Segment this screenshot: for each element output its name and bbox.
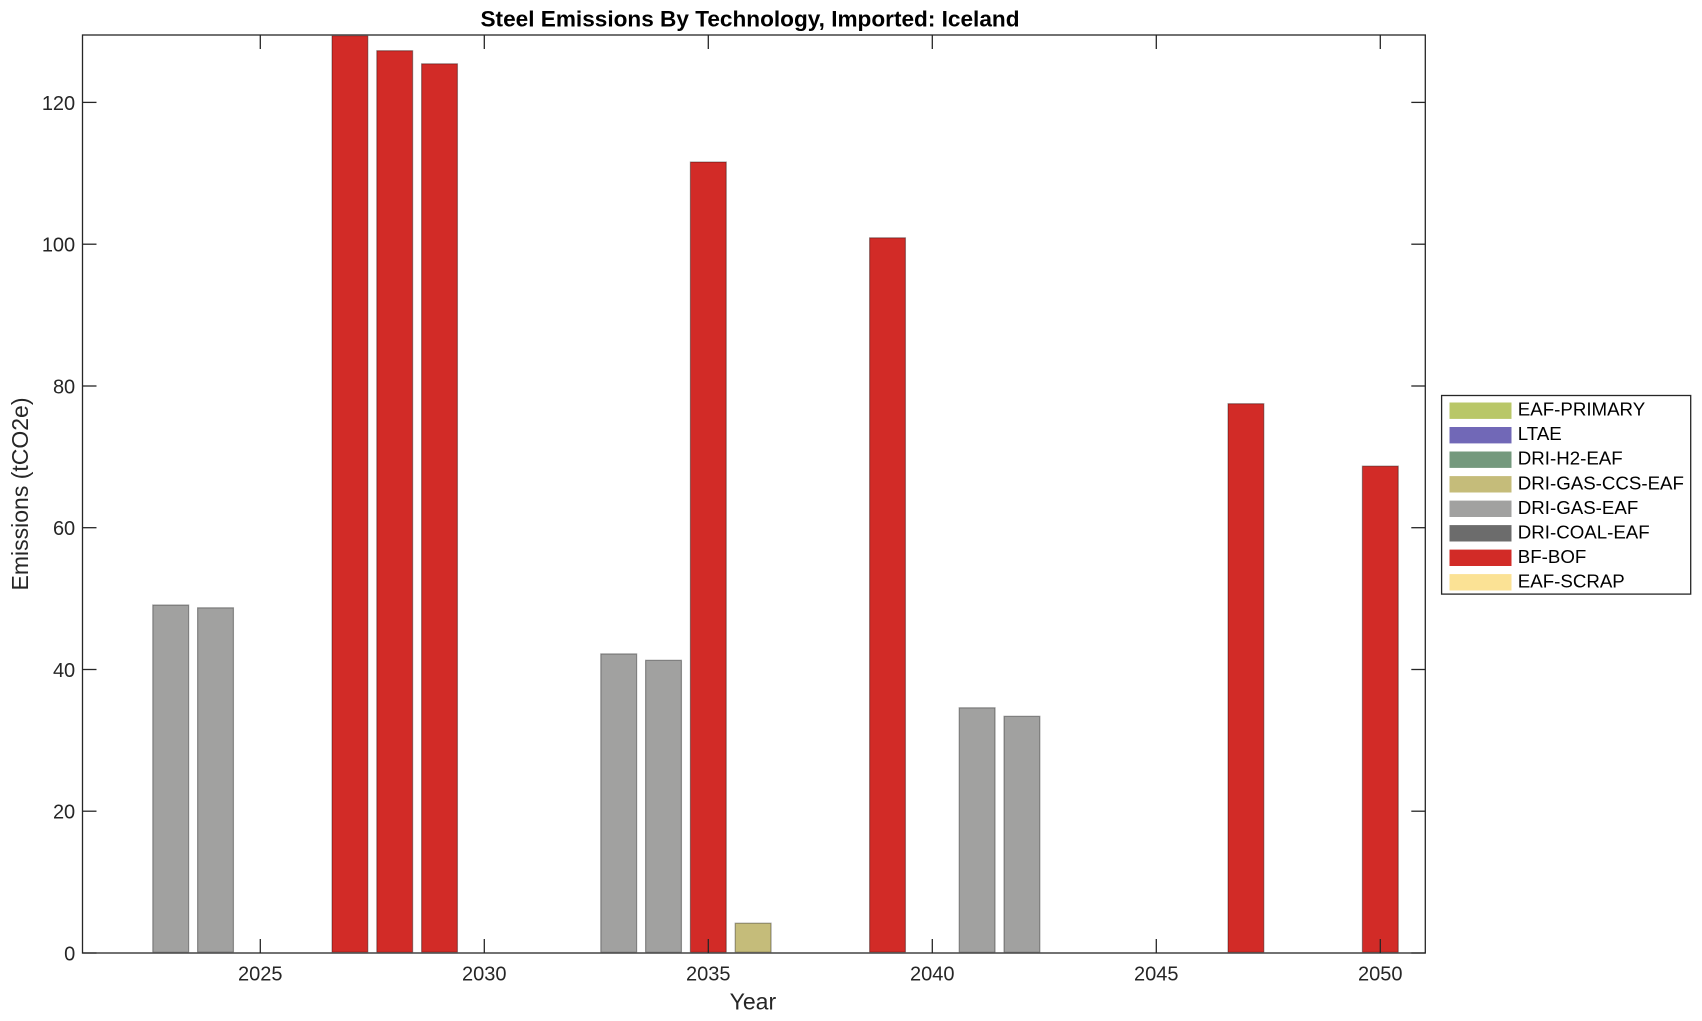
svg-text:DRI-GAS-EAF: DRI-GAS-EAF xyxy=(1518,497,1638,518)
svg-text:60: 60 xyxy=(53,518,75,540)
svg-text:BF-BOF: BF-BOF xyxy=(1518,546,1587,567)
svg-text:Emissions (tCO2e): Emissions (tCO2e) xyxy=(7,398,33,591)
svg-text:120: 120 xyxy=(42,93,75,115)
svg-text:EAF-SCRAP: EAF-SCRAP xyxy=(1518,570,1625,591)
svg-text:2025: 2025 xyxy=(238,964,283,986)
svg-text:LTAE: LTAE xyxy=(1518,423,1562,444)
svg-text:DRI-H2-EAF: DRI-H2-EAF xyxy=(1518,448,1623,469)
svg-text:2050: 2050 xyxy=(1358,964,1403,986)
svg-text:100: 100 xyxy=(42,235,75,257)
svg-text:2040: 2040 xyxy=(910,964,955,986)
svg-text:2045: 2045 xyxy=(1134,964,1179,986)
svg-text:EAF-PRIMARY: EAF-PRIMARY xyxy=(1518,399,1646,420)
svg-text:2035: 2035 xyxy=(686,964,731,986)
svg-text:0: 0 xyxy=(64,943,75,965)
svg-text:2030: 2030 xyxy=(462,964,507,986)
svg-text:Steel Emissions By Technology,: Steel Emissions By Technology, Imported:… xyxy=(480,7,1019,32)
svg-text:Year: Year xyxy=(730,989,777,1015)
svg-text:20: 20 xyxy=(53,802,75,824)
svg-text:DRI-COAL-EAF: DRI-COAL-EAF xyxy=(1518,521,1650,542)
svg-text:40: 40 xyxy=(53,660,75,682)
svg-text:80: 80 xyxy=(53,376,75,398)
svg-text:DRI-GAS-CCS-EAF: DRI-GAS-CCS-EAF xyxy=(1518,472,1684,493)
